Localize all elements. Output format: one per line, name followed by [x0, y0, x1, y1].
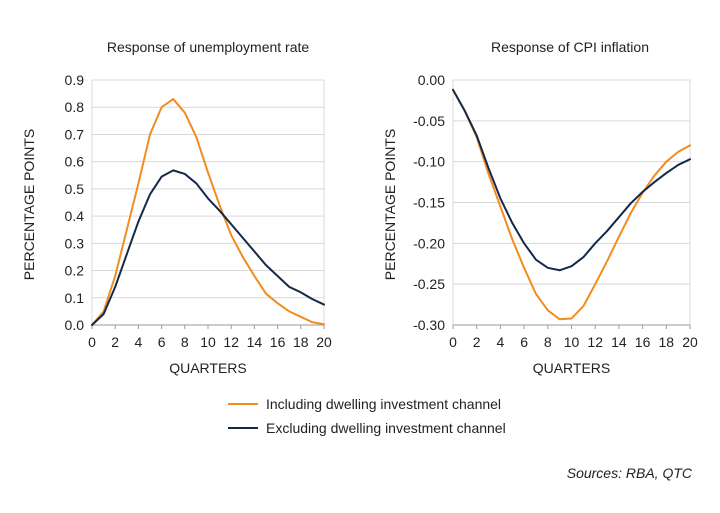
x-tick-label: 8 — [181, 334, 189, 350]
y-tick-label: 0.2 — [65, 263, 85, 279]
y-tick-label: 0.0 — [65, 317, 85, 333]
x-tick-label: 4 — [135, 334, 143, 350]
x-tick-label: 10 — [200, 334, 216, 350]
y-tick-label: -0.05 — [413, 113, 445, 129]
y-tick-label: 0.00 — [418, 72, 445, 88]
y-tick-label: -0.15 — [413, 195, 445, 211]
x-tick-label: 16 — [635, 334, 651, 350]
x-tick-label: 12 — [223, 334, 239, 350]
y-tick-label: 0.4 — [65, 208, 85, 224]
y-tick-label: -0.25 — [413, 276, 445, 292]
x-tick-label: 2 — [473, 334, 481, 350]
x-tick-label: 18 — [659, 334, 675, 350]
source-note: Sources: RBA, QTC — [567, 465, 693, 481]
cpi-chart: Response of CPI inflation 0.00 -0.05 -0.10 -… — [382, 39, 698, 376]
x-tick-label: 16 — [270, 334, 286, 350]
y-tick-label: 0.7 — [65, 126, 85, 142]
x-tick-label: 20 — [682, 334, 698, 350]
y-tick-label: 0.1 — [65, 290, 85, 306]
x-axis-label: QUARTERS — [533, 360, 611, 376]
series-line-excluding — [452, 88, 691, 272]
y-tick-label: -0.10 — [413, 154, 445, 170]
x-tick-label: 6 — [158, 334, 166, 350]
legend-label: Including dwelling investment channel — [266, 396, 501, 412]
x-tick-label: 0 — [449, 334, 457, 350]
y-axis-label: PERCENTAGE POINTS — [21, 129, 37, 280]
x-tick-label: 4 — [497, 334, 505, 350]
chart-title: Response of CPI inflation — [491, 39, 649, 55]
y-tick-label: 0.8 — [65, 99, 85, 115]
y-tick-label: 0.3 — [65, 235, 85, 251]
y-tick-label: -0.20 — [413, 235, 445, 251]
y-tick-label: -0.30 — [413, 317, 445, 333]
x-tick-label: 2 — [111, 334, 119, 350]
plot-frame — [91, 79, 325, 326]
x-tick-label: 14 — [247, 334, 263, 350]
y-tick-label: 0.9 — [65, 72, 85, 88]
x-tick-label: 0 — [88, 334, 96, 350]
x-tick-label: 14 — [611, 334, 627, 350]
series-line-excluding — [91, 169, 325, 326]
x-tick-label: 20 — [316, 334, 332, 350]
y-tick-label: 0.5 — [65, 181, 85, 197]
x-tick-label: 12 — [587, 334, 603, 350]
series-line-including — [91, 98, 325, 326]
x-tick-label: 18 — [293, 334, 309, 350]
x-tick-label: 8 — [544, 334, 552, 350]
legend-label: Excluding dwelling investment channel — [266, 420, 506, 436]
y-tick-label: 0.6 — [65, 154, 85, 170]
unemployment-chart: Response of unemployment rate 0.0 0.1 0.2 0.… — [21, 39, 332, 376]
x-tick-label: 10 — [564, 334, 580, 350]
x-axis-label: QUARTERS — [169, 360, 247, 376]
legend: Including dwelling investment channel Exc… — [228, 396, 506, 436]
y-axis-label: PERCENTAGE POINTS — [382, 129, 398, 280]
x-tick-label: 6 — [520, 334, 528, 350]
series-line-including — [452, 88, 691, 321]
chart-title: Response of unemployment rate — [107, 39, 310, 55]
